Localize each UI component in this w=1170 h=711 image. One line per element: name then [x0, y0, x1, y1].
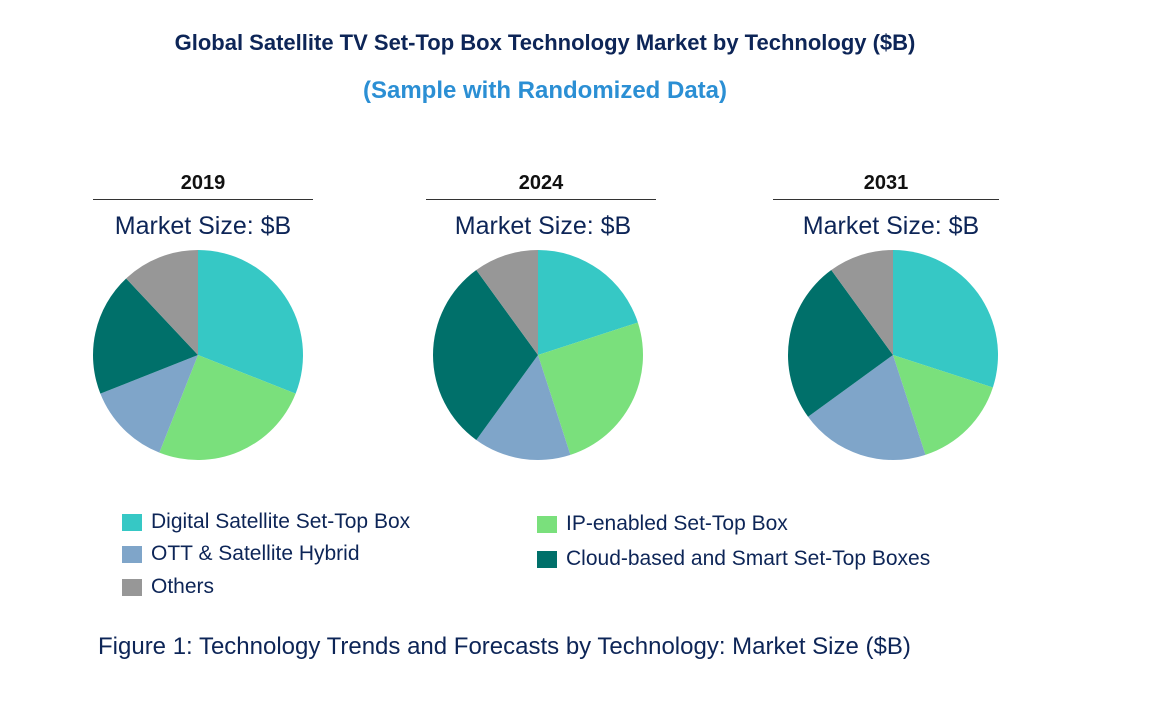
market-size-label-2024: Market Size: $B — [454, 212, 632, 240]
market-size-label-2031: Market Size: $B — [802, 212, 980, 240]
legend-swatch — [122, 578, 142, 596]
pie-slice-2024-2 — [476, 355, 571, 460]
legend-swatch — [537, 550, 557, 568]
pie-year-2024: 2024 — [426, 172, 656, 200]
legend-item-ip: IP-enabled Set-Top Box — [537, 512, 788, 536]
legend-label: IP-enabled Set-Top Box — [566, 512, 788, 535]
pie-slice-2019-1 — [159, 355, 296, 460]
legend-label: OTT & Satellite Hybrid — [151, 542, 360, 565]
pie-slice-2024-4 — [476, 250, 538, 355]
pie-year-2019: 2019 — [93, 172, 313, 200]
chart-subtitle: (Sample with Randomized Data) — [362, 77, 728, 104]
pie-slice-2024-0 — [538, 250, 638, 355]
pie-slice-2019-3 — [93, 278, 198, 394]
legend-label: Others — [151, 575, 215, 598]
legend-item-cloud: Cloud-based and Smart Set-Top Boxes — [537, 547, 930, 571]
legend-swatch — [537, 515, 557, 533]
pie-slice-2031-1 — [893, 355, 993, 455]
legend-item-digital: Digital Satellite Set-Top Box — [122, 510, 410, 534]
legend-label: Cloud-based and Smart Set-Top Boxes — [566, 547, 931, 570]
pie-slice-2031-0 — [893, 250, 999, 388]
pie-slice-2031-2 — [808, 355, 926, 460]
legend-swatch — [122, 513, 142, 531]
pie-slice-2019-4 — [126, 250, 198, 355]
legend-swatch — [122, 545, 142, 563]
pie-slice-2024-3 — [433, 270, 538, 440]
legend-label: Digital Satellite Set-Top Box — [151, 510, 411, 533]
chart-title: Global Satellite TV Set-Top Box Technolo… — [174, 30, 916, 55]
market-size-label-2019: Market Size: $B — [114, 212, 292, 240]
pie-slice-2019-0 — [198, 250, 303, 394]
pie-year-2031: 2031 — [773, 172, 999, 200]
figure-caption: Figure 1: Technology Trends and Forecast… — [98, 633, 911, 660]
legend-item-ott: OTT & Satellite Hybrid — [122, 542, 360, 566]
legend-item-others: Others — [122, 575, 214, 599]
pie-slice-2019-2 — [100, 355, 198, 453]
pie-slice-2031-4 — [831, 250, 893, 355]
pie-slice-2024-1 — [538, 322, 643, 455]
pie-slice-2031-3 — [788, 270, 893, 417]
